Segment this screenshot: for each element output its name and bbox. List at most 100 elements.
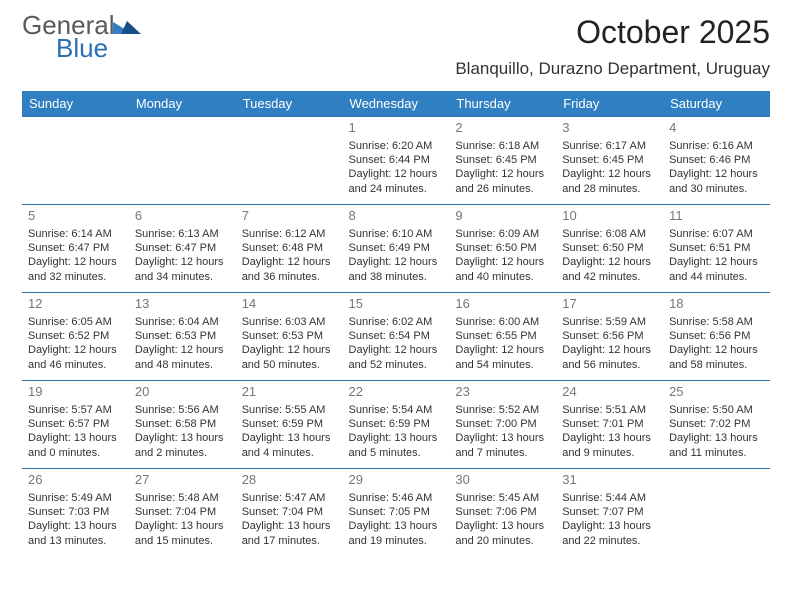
daylight-line-1: Daylight: 12 hours — [669, 343, 764, 357]
daylight-line-1: Daylight: 13 hours — [28, 431, 123, 445]
day-cell: 28Sunrise: 5:47 AMSunset: 7:04 PMDayligh… — [236, 469, 343, 557]
day-cell: 18Sunrise: 5:58 AMSunset: 6:56 PMDayligh… — [663, 293, 770, 381]
day-number: 3 — [562, 120, 657, 137]
sunset-line: Sunset: 6:59 PM — [349, 417, 444, 431]
day-cell: 14Sunrise: 6:03 AMSunset: 6:53 PMDayligh… — [236, 293, 343, 381]
sunrise-line: Sunrise: 5:51 AM — [562, 403, 657, 417]
sunset-line: Sunset: 7:05 PM — [349, 505, 444, 519]
sunset-line: Sunset: 7:00 PM — [455, 417, 550, 431]
daylight-line-2: and 9 minutes. — [562, 446, 657, 460]
day-number: 25 — [669, 384, 764, 401]
sunset-line: Sunset: 6:50 PM — [562, 241, 657, 255]
daylight-line-2: and 50 minutes. — [242, 358, 337, 372]
day-number: 31 — [562, 472, 657, 489]
sunset-line: Sunset: 6:59 PM — [242, 417, 337, 431]
daylight-line-1: Daylight: 12 hours — [28, 255, 123, 269]
day-cell: 15Sunrise: 6:02 AMSunset: 6:54 PMDayligh… — [343, 293, 450, 381]
day-number: 8 — [349, 208, 444, 225]
day-cell: 22Sunrise: 5:54 AMSunset: 6:59 PMDayligh… — [343, 381, 450, 469]
day-number: 14 — [242, 296, 337, 313]
sunset-line: Sunset: 6:47 PM — [28, 241, 123, 255]
daylight-line-2: and 36 minutes. — [242, 270, 337, 284]
sunset-line: Sunset: 7:02 PM — [669, 417, 764, 431]
day-number: 7 — [242, 208, 337, 225]
weekday-header: Tuesday — [236, 91, 343, 117]
daylight-line-2: and 42 minutes. — [562, 270, 657, 284]
sunrise-line: Sunrise: 5:48 AM — [135, 491, 230, 505]
day-number: 15 — [349, 296, 444, 313]
daylight-line-1: Daylight: 13 hours — [242, 431, 337, 445]
logo-stack: General Blue — [22, 14, 143, 61]
daylight-line-2: and 54 minutes. — [455, 358, 550, 372]
sunrise-line: Sunrise: 5:49 AM — [28, 491, 123, 505]
sunrise-line: Sunrise: 5:56 AM — [135, 403, 230, 417]
day-cell: 3Sunrise: 6:17 AMSunset: 6:45 PMDaylight… — [556, 117, 663, 205]
title-block: October 2025 Blanquillo, Durazno Departm… — [455, 14, 770, 79]
day-number: 18 — [669, 296, 764, 313]
sunrise-line: Sunrise: 6:20 AM — [349, 139, 444, 153]
day-cell: 7Sunrise: 6:12 AMSunset: 6:48 PMDaylight… — [236, 205, 343, 293]
sunset-line: Sunset: 6:55 PM — [455, 329, 550, 343]
daylight-line-2: and 28 minutes. — [562, 182, 657, 196]
day-cell: 4Sunrise: 6:16 AMSunset: 6:46 PMDaylight… — [663, 117, 770, 205]
day-number: 19 — [28, 384, 123, 401]
daylight-line-1: Daylight: 13 hours — [455, 431, 550, 445]
day-number: 20 — [135, 384, 230, 401]
blank-cell — [663, 469, 770, 557]
sunrise-line: Sunrise: 6:10 AM — [349, 227, 444, 241]
day-number: 26 — [28, 472, 123, 489]
day-number: 11 — [669, 208, 764, 225]
day-cell: 25Sunrise: 5:50 AMSunset: 7:02 PMDayligh… — [663, 381, 770, 469]
daylight-line-2: and 44 minutes. — [669, 270, 764, 284]
day-number: 17 — [562, 296, 657, 313]
sunset-line: Sunset: 7:06 PM — [455, 505, 550, 519]
calendar-row: 5Sunrise: 6:14 AMSunset: 6:47 PMDaylight… — [22, 205, 770, 293]
sunrise-line: Sunrise: 6:08 AM — [562, 227, 657, 241]
weekday-header: Saturday — [663, 91, 770, 117]
day-cell: 27Sunrise: 5:48 AMSunset: 7:04 PMDayligh… — [129, 469, 236, 557]
sunrise-line: Sunrise: 6:12 AM — [242, 227, 337, 241]
calendar-row: 12Sunrise: 6:05 AMSunset: 6:52 PMDayligh… — [22, 293, 770, 381]
day-number: 9 — [455, 208, 550, 225]
weekday-header: Monday — [129, 91, 236, 117]
day-cell: 6Sunrise: 6:13 AMSunset: 6:47 PMDaylight… — [129, 205, 236, 293]
day-number: 27 — [135, 472, 230, 489]
daylight-line-1: Daylight: 12 hours — [242, 343, 337, 357]
daylight-line-1: Daylight: 12 hours — [135, 255, 230, 269]
daylight-line-1: Daylight: 12 hours — [455, 167, 550, 181]
daylight-line-1: Daylight: 12 hours — [135, 343, 230, 357]
daylight-line-2: and 19 minutes. — [349, 534, 444, 548]
day-number: 24 — [562, 384, 657, 401]
sunset-line: Sunset: 7:04 PM — [135, 505, 230, 519]
daylight-line-2: and 22 minutes. — [562, 534, 657, 548]
sunrise-line: Sunrise: 6:00 AM — [455, 315, 550, 329]
calendar-table: SundayMondayTuesdayWednesdayThursdayFrid… — [22, 91, 770, 557]
day-number: 2 — [455, 120, 550, 137]
day-number: 5 — [28, 208, 123, 225]
day-cell: 12Sunrise: 6:05 AMSunset: 6:52 PMDayligh… — [22, 293, 129, 381]
daylight-line-1: Daylight: 12 hours — [349, 343, 444, 357]
daylight-line-1: Daylight: 13 hours — [135, 431, 230, 445]
daylight-line-2: and 7 minutes. — [455, 446, 550, 460]
sunrise-line: Sunrise: 6:18 AM — [455, 139, 550, 153]
calendar-body: 1Sunrise: 6:20 AMSunset: 6:44 PMDaylight… — [22, 117, 770, 557]
sunset-line: Sunset: 7:03 PM — [28, 505, 123, 519]
blank-cell — [22, 117, 129, 205]
daylight-line-1: Daylight: 13 hours — [669, 431, 764, 445]
day-cell: 21Sunrise: 5:55 AMSunset: 6:59 PMDayligh… — [236, 381, 343, 469]
sunrise-line: Sunrise: 5:44 AM — [562, 491, 657, 505]
day-cell: 10Sunrise: 6:08 AMSunset: 6:50 PMDayligh… — [556, 205, 663, 293]
daylight-line-2: and 5 minutes. — [349, 446, 444, 460]
daylight-line-2: and 13 minutes. — [28, 534, 123, 548]
day-number: 29 — [349, 472, 444, 489]
calendar-row: 19Sunrise: 5:57 AMSunset: 6:57 PMDayligh… — [22, 381, 770, 469]
daylight-line-2: and 20 minutes. — [455, 534, 550, 548]
daylight-line-2: and 26 minutes. — [455, 182, 550, 196]
sunrise-line: Sunrise: 6:13 AM — [135, 227, 230, 241]
sunrise-line: Sunrise: 6:09 AM — [455, 227, 550, 241]
sunset-line: Sunset: 6:57 PM — [28, 417, 123, 431]
sunrise-line: Sunrise: 6:14 AM — [28, 227, 123, 241]
day-cell: 24Sunrise: 5:51 AMSunset: 7:01 PMDayligh… — [556, 381, 663, 469]
sunset-line: Sunset: 6:53 PM — [135, 329, 230, 343]
daylight-line-1: Daylight: 12 hours — [562, 255, 657, 269]
